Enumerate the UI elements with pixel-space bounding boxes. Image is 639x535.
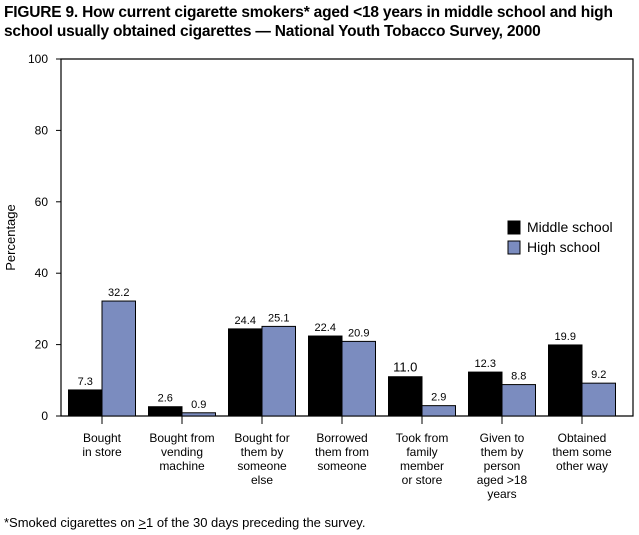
x-tick-label: Obtained them some other way — [552, 431, 612, 473]
x-tick-label-line: other way — [556, 459, 608, 473]
bar-high-school — [421, 405, 456, 417]
x-tick-label-line: Took from — [396, 431, 449, 445]
bar-middle-school — [68, 389, 103, 417]
bar-middle-school — [148, 406, 183, 417]
data-label: 12.3 — [475, 358, 496, 370]
x-tick-label-line: person — [484, 459, 521, 473]
x-tick-label-line: Bought for — [234, 431, 289, 445]
y-axis-label: Percentage — [3, 204, 18, 271]
data-label: 32.2 — [108, 287, 129, 299]
data-label: 11.0 — [393, 360, 417, 375]
bar-high-school — [101, 300, 136, 417]
data-label: 0.9 — [191, 399, 206, 411]
legend-swatch — [507, 220, 521, 235]
x-tick-label-line: them some — [552, 445, 612, 459]
x-tick-label-line: member — [400, 459, 444, 473]
x-tick-label-line: Bought — [83, 431, 122, 445]
data-label: 7.3 — [78, 376, 93, 388]
legend-label: High school — [527, 239, 600, 255]
data-label: 2.6 — [158, 393, 173, 405]
data-label: 24.4 — [235, 315, 256, 327]
footnote-text: *Smoked cigarettes on — [4, 515, 139, 530]
x-tick-label-line: family — [406, 445, 437, 459]
x-tick-label-line: Borrowed — [316, 431, 367, 445]
data-label: 2.9 — [431, 392, 446, 404]
y-tick-label: 100 — [28, 52, 48, 66]
plot-frame — [60, 58, 634, 417]
footnote-text-rest: 1 of the 30 days preceding the survey. — [146, 515, 366, 530]
bar-high-school — [341, 340, 376, 417]
data-label: 8.8 — [511, 371, 526, 383]
x-tick-label-line: in store — [82, 445, 122, 459]
x-tick-label-line: them from — [315, 445, 369, 459]
x-tick-label-line: aged >18 — [477, 473, 528, 487]
x-tick-label: Bought from vending machine — [149, 431, 214, 473]
bar-middle-school — [388, 376, 423, 417]
x-tick-label-line: Obtained — [558, 431, 607, 445]
bar-high-school — [261, 325, 296, 417]
x-tick-label: Bought for them by someone else — [234, 431, 289, 487]
x-tick-label-line: or store — [402, 473, 443, 487]
bar-high-school — [501, 384, 536, 417]
data-label: 9.2 — [591, 369, 606, 381]
x-tick-label-line: them by — [241, 445, 284, 459]
bar-middle-school — [228, 328, 263, 417]
x-tick-label-line: vending — [161, 445, 203, 459]
x-tick-label-line: machine — [159, 459, 205, 473]
y-tick-label: 40 — [35, 266, 49, 280]
x-tick-label: Bought in store — [82, 431, 122, 459]
legend-label: Middle school — [527, 219, 613, 235]
y-tick-label: 0 — [41, 409, 48, 423]
x-tick-label-line: them by — [481, 445, 524, 459]
data-label: 25.1 — [268, 312, 289, 324]
x-tick-label-line: someone — [317, 459, 367, 473]
data-label: 22.4 — [315, 322, 336, 334]
bar-high-school — [181, 412, 216, 417]
chart-title: FIGURE 9. How current cigarette smokers*… — [4, 4, 613, 40]
data-label: 20.9 — [348, 327, 369, 339]
y-tick-label: 60 — [35, 195, 49, 209]
bar-middle-school — [548, 344, 583, 417]
bar-high-school — [581, 382, 616, 417]
legend-swatch — [507, 240, 521, 255]
x-tick-label: Given to them by person aged >18 years — [477, 431, 528, 501]
y-tick-label: 20 — [35, 338, 49, 352]
x-tick-label: Took from family member or store — [396, 431, 449, 487]
bar-middle-school — [308, 335, 343, 417]
bar-middle-school — [468, 371, 503, 417]
footnote: *Smoked cigarettes on >1 of the 30 days … — [4, 515, 365, 530]
x-tick-label-line: Bought from — [149, 431, 214, 445]
footnote-symbol: > — [138, 515, 146, 530]
x-tick-label: Borrowed them from someone — [315, 431, 369, 473]
x-tick-label-line: someone — [237, 459, 287, 473]
x-tick-label-line: Given to — [480, 431, 525, 445]
x-tick-label-line: years — [487, 487, 516, 501]
x-tick-label-line: else — [251, 473, 273, 487]
data-label: 19.9 — [555, 331, 576, 343]
y-tick-label: 80 — [35, 123, 49, 137]
